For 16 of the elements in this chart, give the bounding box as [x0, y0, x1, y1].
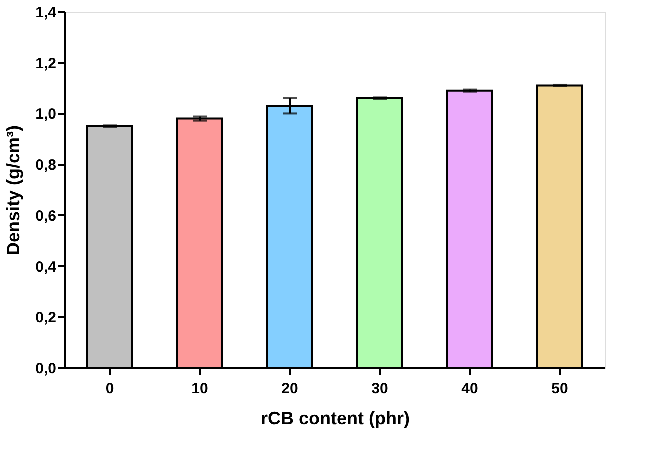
y-tick-label: 1,2	[36, 55, 56, 72]
x-axis-title: rCB content (phr)	[261, 408, 410, 428]
x-tick-label: 30	[372, 380, 388, 398]
x-tick-label: 40	[462, 380, 478, 398]
y-tick-label: 0,8	[36, 157, 56, 174]
y-tick-label: 0,4	[36, 258, 58, 276]
x-tick-label: 10	[192, 380, 208, 398]
y-tick-label: 1,0	[36, 106, 56, 124]
x-tick-label: 20	[282, 380, 298, 398]
x-tick-label: 50	[552, 380, 568, 398]
y-axis-title: Density (g/cm³)	[4, 125, 24, 256]
y-tick-label: 0,2	[36, 310, 56, 327]
y-tick-label: 0,0	[36, 360, 56, 378]
y-tick-label: 1,4	[36, 4, 58, 22]
y-tick-label: 0,6	[36, 208, 56, 225]
x-tick-label: 0	[106, 380, 114, 398]
